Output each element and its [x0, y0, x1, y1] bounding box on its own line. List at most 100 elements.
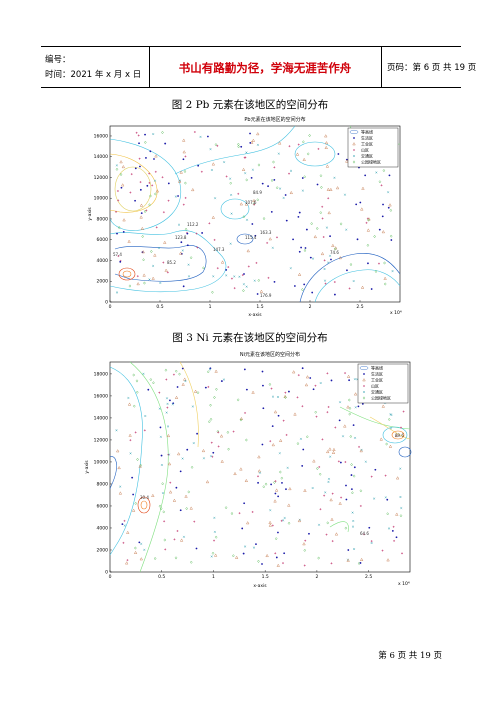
sample-point — [331, 492, 334, 495]
sample-point — [148, 203, 151, 207]
sample-point — [251, 510, 254, 513]
sample-point — [164, 548, 167, 551]
sample-point — [195, 232, 198, 235]
sample-point — [340, 496, 343, 499]
sample-point — [244, 411, 247, 414]
sample-point — [213, 539, 216, 542]
sample-point — [390, 239, 393, 241]
sample-point — [327, 197, 330, 200]
sample-point — [280, 519, 283, 522]
y-tick-label: 2000 — [97, 547, 109, 553]
sample-point — [274, 537, 278, 541]
sample-point — [153, 557, 157, 561]
sample-point — [159, 435, 162, 438]
sample-point — [395, 512, 399, 516]
sample-point — [380, 184, 383, 187]
y-tick-label: 18000 — [94, 371, 108, 377]
sample-point — [325, 533, 328, 536]
sample-point — [337, 460, 340, 463]
sample-point — [375, 171, 378, 174]
sample-point — [330, 517, 334, 521]
sample-point — [244, 172, 247, 175]
sample-point — [274, 488, 279, 492]
sample-point — [245, 438, 248, 442]
sample-point — [161, 482, 164, 486]
sample-point — [305, 228, 308, 231]
sample-point — [302, 542, 306, 546]
sample-point — [293, 285, 296, 287]
sample-point — [373, 234, 376, 239]
sample-point — [245, 151, 248, 154]
sample-point — [257, 481, 259, 484]
contour-label: 176.9 — [260, 293, 272, 298]
sample-point — [303, 488, 307, 492]
sample-point — [381, 230, 385, 234]
sample-point — [273, 280, 276, 283]
sample-point — [257, 559, 260, 563]
sample-point — [159, 507, 163, 511]
sample-point — [250, 176, 253, 179]
sample-point — [384, 496, 387, 499]
sample-point — [162, 261, 165, 264]
sample-point — [383, 261, 386, 265]
sample-point — [310, 222, 313, 226]
sample-point — [262, 217, 266, 221]
sample-point — [187, 275, 191, 278]
sample-point — [309, 256, 312, 259]
sample-point — [269, 440, 272, 443]
sample-point — [184, 155, 187, 158]
sample-point — [330, 562, 333, 565]
sample-point — [359, 201, 362, 204]
sample-point — [386, 512, 389, 516]
legend-entry: 交通区 — [361, 153, 373, 159]
sample-point — [181, 382, 185, 386]
sample-point — [353, 466, 356, 469]
sample-point — [136, 282, 140, 286]
sample-point — [390, 413, 393, 416]
sample-point — [388, 203, 392, 207]
sample-point — [256, 198, 260, 202]
sample-point — [233, 471, 237, 475]
legend-entry: 工业区 — [361, 141, 373, 147]
sample-point — [220, 459, 224, 463]
sample-point — [314, 384, 317, 387]
sample-point — [388, 444, 393, 448]
sample-point — [160, 454, 163, 457]
sample-point — [349, 434, 353, 438]
sample-point — [153, 253, 157, 257]
sample-point — [134, 167, 137, 170]
sample-point — [359, 489, 363, 493]
sample-point — [249, 141, 252, 144]
sample-point — [341, 435, 345, 438]
sample-point — [131, 476, 134, 479]
sample-point — [133, 404, 136, 408]
sample-point — [270, 483, 273, 486]
contour-label: 64.6 — [360, 531, 369, 536]
sample-point — [182, 158, 185, 161]
sample-point — [368, 526, 371, 529]
sample-point — [179, 470, 182, 473]
sample-point — [157, 246, 161, 250]
sample-point — [255, 261, 258, 264]
contour-label: 57.4 — [113, 252, 122, 257]
sample-point — [279, 187, 282, 190]
sample-point — [350, 488, 353, 491]
sample-point — [382, 169, 386, 173]
sample-point — [211, 551, 215, 555]
sample-point — [268, 382, 272, 386]
x-tick-label: 1 — [209, 304, 212, 310]
sample-point — [179, 538, 184, 542]
sample-point — [305, 375, 310, 379]
sample-point — [361, 403, 364, 405]
sample-point — [311, 486, 314, 490]
legend-marker-icon — [352, 160, 356, 164]
sample-point — [387, 527, 391, 530]
sample-point — [214, 197, 217, 200]
sample-point — [343, 424, 347, 428]
legend-marker-icon — [353, 137, 355, 139]
y-tick-label: 16000 — [94, 133, 108, 139]
sample-point — [363, 533, 366, 536]
sample-point — [297, 143, 300, 146]
sample-point — [143, 281, 146, 285]
sample-point — [142, 372, 145, 375]
